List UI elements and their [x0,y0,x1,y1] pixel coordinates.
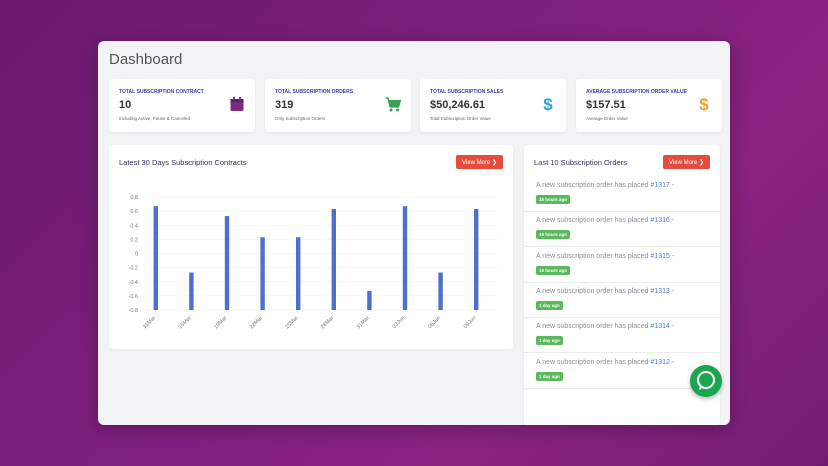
x-tick-label: 06Jun [427,315,442,330]
chart-panel: Latest 30 Days Subscription Contracts Vi… [109,145,513,349]
order-link[interactable]: #1317 [650,182,670,189]
order-text: A new subscription order has placed #131… [536,287,675,295]
x-tick-label: 25Mar [284,315,299,330]
order-link[interactable]: #1316 [650,217,670,225]
order-text: A new subscription order has placed #131… [536,323,675,331]
y-tick-label: -0.4 [129,280,138,286]
subscription-contracts-chart: 0.8 0.6 0.4 0.2 0 -0.2 -0.4 -0.6 -0.8 11Mar 16Mar 1… [129,195,499,330]
order-list-item: A new subscription order has placed #131… [524,282,720,318]
order-link[interactable]: #1315 [650,252,670,260]
x-tick-label: 16Mar [178,315,193,330]
order-text: A new subscription order has placed #131… [536,182,675,189]
y-tick-label: -0.6 [129,294,138,300]
card-subtitle: Only Subscription Orders [275,116,326,121]
card-subtitle: Including Active, Pause & Canceled [119,116,191,121]
chat-button[interactable] [690,365,722,397]
time-badge: 1 day ago [536,371,563,381]
chat-bubble-icon [697,371,715,390]
chart-bar [296,237,301,310]
order-text: A new subscription order has placed #131… [536,358,675,366]
x-tick-label: 31Mar [356,315,371,330]
x-tick-label: 22Mar [249,315,264,330]
x-tick-label: 11Mar [142,315,157,330]
time-badge: 15 hours ago [536,265,571,275]
view-more-button[interactable]: View More ❯ [663,155,710,169]
y-tick-label: 0.8 [130,195,138,201]
time-badge: 15 hours ago [536,195,571,204]
card-total-orders: TOTAL SUBSCRIPTION ORDERS 319 Only Subsc… [265,79,411,132]
card-label: AVERAGE SUBSCRIPTION ORDER VALUE [586,89,687,95]
card-value: 10 [119,99,132,111]
svg-text:$: $ [699,96,709,112]
x-tick-label: 03Jun [392,315,407,330]
time-badge: 1 day ago [536,336,563,346]
calendar-icon [230,97,244,111]
orders-panel-title: Last 10 Subscription Orders [534,158,627,167]
chevron-right-icon: ❯ [491,159,497,166]
chart-panel-title: Latest 30 Days Subscription Contracts [119,158,247,167]
svg-text:$: $ [543,96,553,112]
page-title: Dashboard [109,51,183,68]
time-badge: 1 day ago [536,300,563,310]
chart-bar [331,209,336,310]
chart-bar [153,206,158,310]
order-list-item: A new subscription order has placed #131… [524,176,720,212]
x-tick-label: 28Mar [320,315,335,330]
x-tick-label: 19Mar [213,315,228,330]
y-tick-label: -0.2 [129,266,138,272]
y-tick-label: 0.2 [130,237,138,243]
order-text: A new subscription order has placed #131… [536,217,675,225]
y-tick-label: 0.6 [130,209,138,215]
chart-bar [438,272,443,310]
chart-bar [224,216,230,310]
card-average-order: AVERAGE SUBSCRIPTION ORDER VALUE $157.51… [576,79,722,132]
chart-bar [402,206,408,310]
chart-bar [260,237,265,310]
card-label: TOTAL SUBSCRIPTION SALES [430,89,504,95]
card-label: TOTAL SUBSCRIPTION CONTRACT [119,89,204,95]
dashboard-window: Dashboard TOTAL SUBSCRIPTION CONTRACT 10… [98,41,730,425]
order-text: A new subscription order has placed #131… [536,252,675,260]
cart-icon [385,97,401,112]
card-value: $50,246.61 [430,99,486,111]
chevron-right-icon: ❯ [698,159,704,166]
chart-bar [189,272,194,310]
dollar-icon: $ [543,96,553,112]
card-total-contracts: TOTAL SUBSCRIPTION CONTRACT 10 Including… [109,79,255,132]
order-link[interactable]: #1313 [650,287,670,295]
x-tick-label: 09Jun [463,315,478,330]
order-list-item: A new subscription order has placed #131… [524,317,720,354]
orders-panel: Last 10 Subscription Orders View More ❯ … [524,145,720,425]
card-subtitle: Average Order Value [586,116,628,121]
dollar-icon: $ [699,96,709,112]
y-tick-label: 0.4 [130,223,138,229]
chart-bar [367,290,372,310]
order-list-item: A new subscription order has placed #131… [524,353,720,389]
chart-bar [474,209,479,310]
card-subtitle: Total Subscription Order Value [430,116,491,121]
card-label: TOTAL SUBSCRIPTION ORDERS [275,89,354,95]
time-badge: 15 hours ago [536,230,571,240]
y-tick-label: -0.8 [129,308,138,314]
order-link[interactable]: #1312 [650,358,670,366]
card-total-sales: TOTAL SUBSCRIPTION SALES $50,246.61 Tota… [420,79,566,132]
order-list-item: A new subscription order has placed #131… [524,211,720,248]
order-list-item: A new subscription order has placed #131… [524,247,720,283]
view-more-button[interactable]: View More ❯ [456,155,503,169]
order-link[interactable]: #1314 [650,323,670,331]
y-tick-label: 0 [135,252,138,258]
card-value: 319 [275,99,294,111]
card-value: $157.51 [586,99,626,111]
